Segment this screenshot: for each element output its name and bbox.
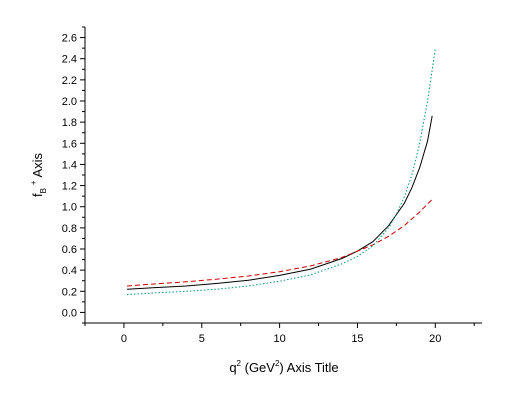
y-tick-label: 1.8: [62, 117, 77, 129]
y-tick-label: 0.0: [62, 307, 77, 319]
axes: [84, 27, 482, 324]
y-tick-label: 2.0: [62, 96, 77, 108]
x-axis-title: q2 (GeV2) Axis Title: [229, 359, 338, 375]
y-tick-label: 1.0: [62, 202, 77, 214]
x-tick-label: 0: [121, 333, 127, 345]
y-ticks: 0.0 0.2 0.4 0.6 0.8 1.0 1.2 1.4 1.6 1.8 2.0 2.2 2.4 2…: [62, 26, 85, 324]
x-tick-label: 15: [351, 333, 363, 345]
y-tick-label: 2.2: [62, 75, 77, 87]
y-tick-label: 0.6: [62, 244, 77, 256]
y-tick-label: 1.6: [62, 138, 77, 150]
x-tick-label: 10: [273, 333, 285, 345]
x-tick-label: 5: [199, 333, 205, 345]
y-tick-label: 1.4: [62, 159, 77, 171]
y-tick-label: 2.4: [62, 54, 77, 66]
series-line-3: [126, 49, 436, 295]
x-tick-label: 20: [429, 333, 441, 345]
y-tick-label: 0.4: [62, 265, 77, 277]
y-tick-label: 0.2: [62, 286, 77, 298]
plot-lines: [126, 49, 436, 295]
y-tick-label: 1.2: [62, 181, 77, 193]
series-line-1: [126, 115, 433, 290]
y-tick-label: 2.6: [62, 33, 77, 45]
y-tick-label: 0.8: [62, 223, 77, 235]
x-ticks: 0 5 10 15 20: [84, 323, 475, 345]
y-axis-title: fB+ Axis: [29, 152, 48, 197]
series-line-2: [126, 198, 433, 287]
